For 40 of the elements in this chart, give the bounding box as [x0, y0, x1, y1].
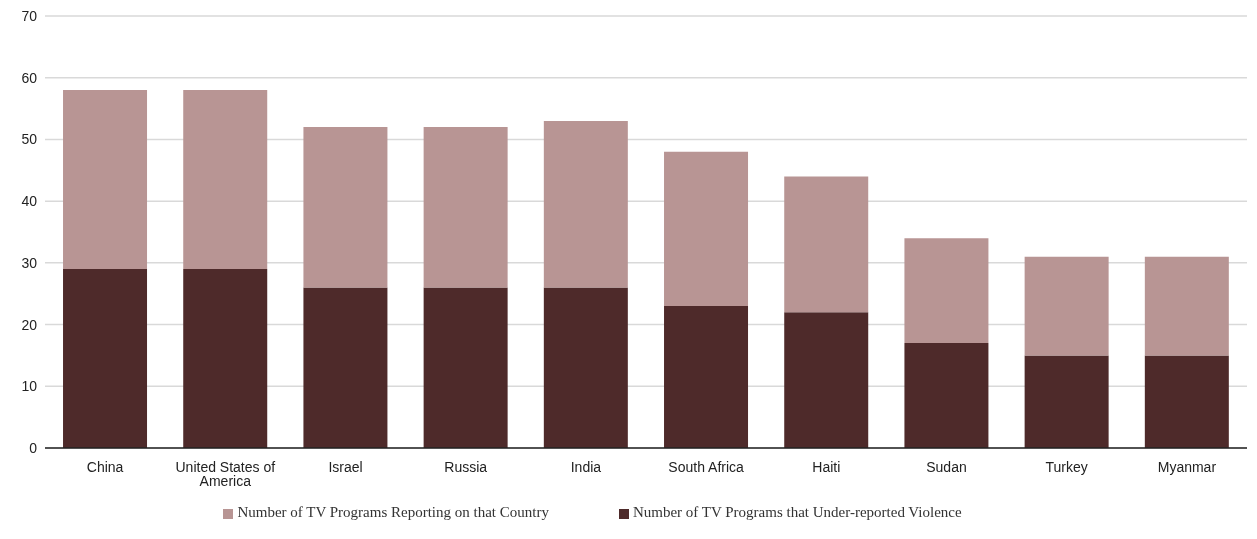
bar: [423, 127, 508, 288]
bar: [63, 269, 148, 448]
bar: [543, 287, 628, 448]
bar: [423, 287, 508, 448]
bar: [63, 90, 148, 270]
y-tick-label: 10: [21, 378, 38, 395]
bar: [904, 238, 989, 344]
bar: [664, 306, 749, 448]
bar: [543, 120, 628, 288]
bar: [1024, 355, 1109, 448]
bar: [904, 343, 989, 448]
x-tick-label: Russia: [444, 458, 488, 475]
bar: [664, 151, 749, 307]
y-tick-label: 0: [29, 439, 38, 456]
x-tick-label: Turkey: [1045, 458, 1088, 475]
bar: [784, 176, 869, 313]
x-tick-label: Haiti: [812, 458, 841, 475]
bar: [1144, 256, 1229, 356]
bar: [183, 90, 268, 270]
x-tick-label: Israel: [328, 458, 363, 475]
bar: [784, 312, 869, 448]
y-tick-label: 40: [21, 193, 38, 210]
x-tick-label: United States of America: [175, 458, 276, 489]
y-tick-label: 30: [21, 254, 38, 271]
bar: [303, 127, 388, 288]
x-tick-label: India: [570, 458, 602, 475]
y-tick-label: 60: [21, 69, 38, 86]
x-tick-label: Myanmar: [1157, 458, 1217, 475]
legend-label: Number of TV Programs Reporting on that Country: [237, 504, 549, 520]
bar: [1024, 256, 1109, 356]
y-tick-label: 20: [21, 316, 38, 333]
legend-label: Number of TV Programs that Under-reported Violence: [632, 504, 962, 520]
y-tick-label: 50: [21, 131, 38, 148]
bar: [303, 287, 388, 448]
x-tick-label: South Africa: [668, 458, 745, 475]
y-tick-label: 70: [21, 7, 38, 24]
x-tick-label: Sudan: [926, 458, 967, 475]
bar: [1144, 355, 1229, 448]
x-tick-label: China: [86, 458, 124, 475]
bar: [183, 269, 268, 448]
